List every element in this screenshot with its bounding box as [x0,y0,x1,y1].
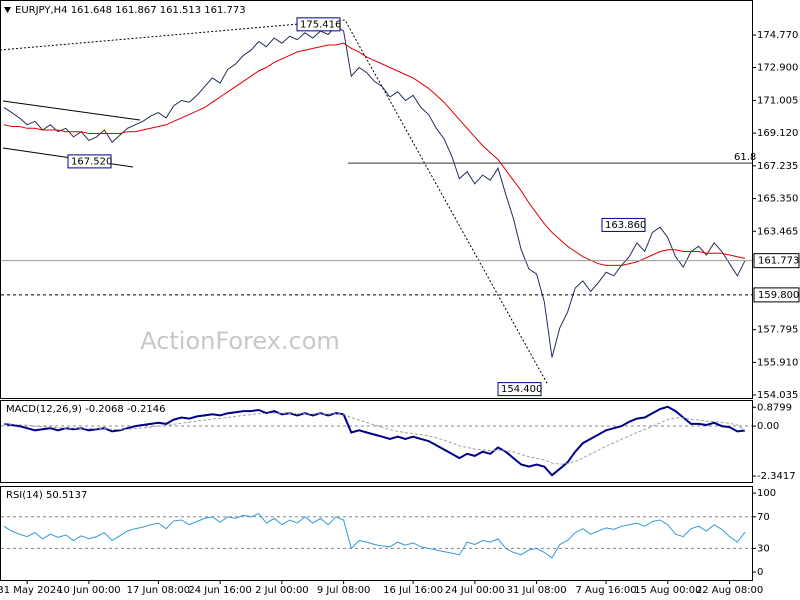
annotation-label: 175.416 [300,19,341,30]
fib-label: 61.8 [734,152,756,163]
x-tick-label: 31 Jul 08:00 [507,585,567,596]
price-frame [0,0,753,399]
y-tick-label: 165.350 [757,194,798,205]
level-label: 159.800 [758,290,799,301]
annotation-label: 154.400 [501,384,542,395]
x-tick-label: 10 Jun 00:00 [57,585,121,596]
x-tick-label: 16 Jul 16:00 [383,585,443,596]
x-tick-label: 15 Aug 00:00 [634,585,701,596]
y-tick-label: 30 [757,543,770,554]
level-label: 161.773 [758,256,799,267]
level-box [753,287,800,303]
y-tick-label: 0.00 [757,421,779,432]
dropdown-icon [4,7,11,13]
y-tick-label: 163.465 [757,226,798,237]
y-tick-label: 0 [757,567,763,578]
chart-header: EURJPY,H4 161.648 161.867 161.513 161.77… [15,5,246,16]
y-tick-label: 169.120 [757,128,798,139]
x-tick-label: 9 Jul 08:00 [317,585,371,596]
y-tick-label: 100 [757,488,776,499]
annotation-box [67,154,112,169]
rsi-title: RSI(14) 50.5137 [6,490,87,501]
y-tick-label: 174.770 [757,30,798,41]
x-tick-label: 7 Aug 16:00 [576,585,637,596]
x-tick-label: 2 Jul 00:00 [255,585,309,596]
annotation-box [296,17,341,32]
macd-frame [0,400,753,483]
series-line [3,405,746,477]
x-tick-label: 17 Jun 08:00 [127,585,191,596]
y-tick-label: 155.910 [757,357,798,368]
y-tick-label: 154.035 [757,390,798,401]
annotation-label: 163.860 [605,220,646,231]
series-line [3,42,746,266]
watermark: ActionForex.com [140,327,340,355]
x-tick-label: 24 Jun 16:00 [188,585,252,596]
annotation-label: 167.520 [71,156,112,167]
rsi-frame [0,486,753,581]
y-tick-label: 70 [757,512,770,523]
x-tick-label: 31 May 2024 [0,585,63,596]
y-tick-label: 171.005 [757,95,798,106]
trend-line [0,19,549,386]
y-tick-label: 0.8799 [757,402,792,413]
macd-title: MACD(12,26,9) -0.2068 -0.2146 [6,404,166,415]
y-tick-label: 167.235 [757,161,798,172]
annotation-box [497,382,542,397]
series-line [3,412,746,465]
y-tick-label: -2.3417 [757,471,796,482]
series-line [3,25,746,358]
x-tick-label: 24 Jul 00:00 [445,585,505,596]
y-tick-label: 157.795 [757,325,798,336]
series-line [3,512,746,559]
channel-line [2,100,141,121]
annotation-box [601,217,646,232]
y-tick-label: 172.900 [757,63,798,74]
x-tick-label: 22 Aug 08:00 [696,585,763,596]
level-box [753,253,800,269]
